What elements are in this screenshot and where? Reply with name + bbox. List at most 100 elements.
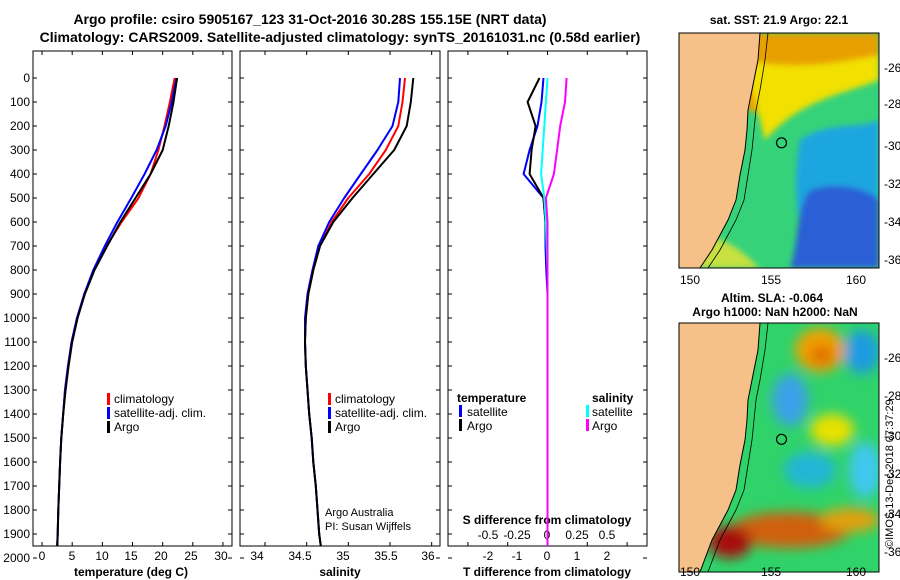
sst-yellow-band xyxy=(745,55,879,140)
sst-coastline xyxy=(699,33,761,268)
depth-tick-label: 600 xyxy=(10,215,30,229)
lat-tick-label: -32 xyxy=(884,177,900,191)
x-tick-label: 34.5 xyxy=(288,549,312,563)
x-tick-label: 0 xyxy=(39,549,46,563)
x2-tick-label: 0.5 xyxy=(599,528,616,542)
legend-label: satellite-adj. clim. xyxy=(114,406,206,420)
lat-tick-label: -28 xyxy=(884,389,900,403)
lat-tick-label: -30 xyxy=(884,429,900,443)
sst-isobath xyxy=(707,33,769,268)
depth-tick-label: 0 xyxy=(23,71,30,85)
lat-tick-label: -26 xyxy=(884,351,900,365)
lat-tick-label: -34 xyxy=(884,215,900,229)
series-difference-from-climatology-s-argo xyxy=(544,77,568,546)
lat-tick-label: -32 xyxy=(884,467,900,481)
legend-swatch-t-argo xyxy=(459,419,462,431)
series-difference-from-climatology-t-satellite xyxy=(522,77,549,546)
x-tick-label: 35.5 xyxy=(374,549,398,563)
legend-swatch-s-argo xyxy=(586,419,589,431)
x2-tick-label: 0.25 xyxy=(565,528,589,542)
imos-timestamp: ©IMOS 13-Dec-2018 07:37:29 xyxy=(884,399,896,548)
depth-tick-label: 500 xyxy=(10,191,30,205)
legend-swatch-argo xyxy=(328,421,331,433)
x-tick-label: 20 xyxy=(154,549,168,563)
sla-map-frame xyxy=(678,322,880,573)
sla-isobath xyxy=(707,323,769,572)
legend-swatch-climatology xyxy=(328,393,331,405)
sla-ridge-south xyxy=(820,508,879,532)
legend-label: Argo xyxy=(114,420,140,434)
x-tick-label: 30 xyxy=(214,549,228,563)
lat-tick-label: -28 xyxy=(884,97,900,111)
sla-field xyxy=(708,328,879,558)
lon-tick-label: 155 xyxy=(761,273,781,287)
salinity-axis-title: salinity xyxy=(319,565,361,579)
depth-tick-label: 1900 xyxy=(3,527,30,541)
profile-lines xyxy=(33,51,647,559)
sla-high-south xyxy=(730,512,850,548)
sla-map-title: Altim. SLA: -0.064 xyxy=(721,291,823,305)
x2-tick-label: -0.25 xyxy=(503,528,531,542)
legend-label: satellite xyxy=(467,405,508,419)
depth-tick-label: 1700 xyxy=(3,479,30,493)
legend-label: satellite-adj. clim. xyxy=(335,406,427,420)
sst-field xyxy=(690,33,879,268)
temperature-x-axis: 0 5 10 15 20 25 30 temperature (deg C) xyxy=(39,549,228,579)
difference-axis-title: T difference from climatology xyxy=(463,565,631,579)
x-tick-label: 0 xyxy=(544,549,551,563)
legend-swatch-satellite xyxy=(107,407,110,419)
lat-tick-label: -36 xyxy=(884,545,900,559)
sst-deep-blue xyxy=(790,185,879,268)
sla-low-east xyxy=(844,330,879,374)
x-tick-label: 34 xyxy=(250,549,264,563)
lon-tick-label: 160 xyxy=(846,273,866,287)
difference-legend: temperature satellite Argo salinity sate… xyxy=(457,391,634,433)
lat-tick-label: -34 xyxy=(884,507,900,521)
depth-tick-label: 400 xyxy=(10,167,30,181)
legend-swatch-s-satellite xyxy=(586,405,589,417)
legend-label: Argo xyxy=(467,419,493,433)
sla-coastline xyxy=(699,323,761,572)
sst-map-title: sat. SST: 21.9 Argo: 22.1 xyxy=(710,13,849,27)
sla-land xyxy=(679,323,760,572)
credit-line-2: PI: Susan Wijffels xyxy=(325,521,411,533)
x2-tick-label: -0.5 xyxy=(478,528,499,542)
sla-low-southeast xyxy=(849,442,879,498)
salinity-x-axis: 34 34.5 35 35.5 36 salinity xyxy=(250,549,435,579)
salinity-plot-frame xyxy=(239,50,441,547)
lon-tick-label: 160 xyxy=(846,565,866,579)
lat-tick-label: -30 xyxy=(884,139,900,153)
salinity-legend: climatology satellite-adj. clim. Argo Ar… xyxy=(325,392,427,533)
x-tick-label: 10 xyxy=(95,549,109,563)
legend-swatch-t-satellite xyxy=(459,405,462,417)
depth-tick-label: 300 xyxy=(10,143,30,157)
legend-swatch-argo xyxy=(107,421,110,433)
depth-tick-label: 700 xyxy=(10,239,30,253)
sla-map xyxy=(679,323,879,572)
depth-tick-label: 1100 xyxy=(4,335,30,349)
lat-tick-label: -36 xyxy=(884,253,900,267)
argo-float-marker xyxy=(775,137,788,149)
depth-tick-label: 1500 xyxy=(3,431,30,445)
credit-line-1: Argo Australia xyxy=(325,507,394,519)
sla-high-north-core xyxy=(810,345,834,365)
depth-tick-label: 200 xyxy=(10,119,30,133)
legend-heading-salinity: salinity xyxy=(592,391,634,405)
x-tick-label: 25 xyxy=(184,549,198,563)
sla-low-center xyxy=(772,374,808,426)
legend-heading-temperature: temperature xyxy=(457,391,527,405)
depth-tick-label: 2000 xyxy=(3,551,30,565)
x-tick-label: 15 xyxy=(124,549,138,563)
legend-label: climatology xyxy=(335,392,395,406)
legend-swatch-satellite xyxy=(328,407,331,419)
sst-map-axes: -26 -28 -30 -32 -34 -36 150 155 160 xyxy=(680,61,900,287)
x-tick-label: 1 xyxy=(574,549,581,563)
legend-label: Argo xyxy=(592,419,618,433)
depth-tick-label: 1400 xyxy=(3,407,30,421)
depth-tick-label: 800 xyxy=(10,263,30,277)
x-tick-label: 5 xyxy=(69,549,76,563)
legend-label: satellite xyxy=(592,405,633,419)
x-tick-label: 36 xyxy=(421,549,435,563)
sla-map-axes: -26 -28 -30 -32 -34 -36 150 155 160 xyxy=(680,351,900,579)
